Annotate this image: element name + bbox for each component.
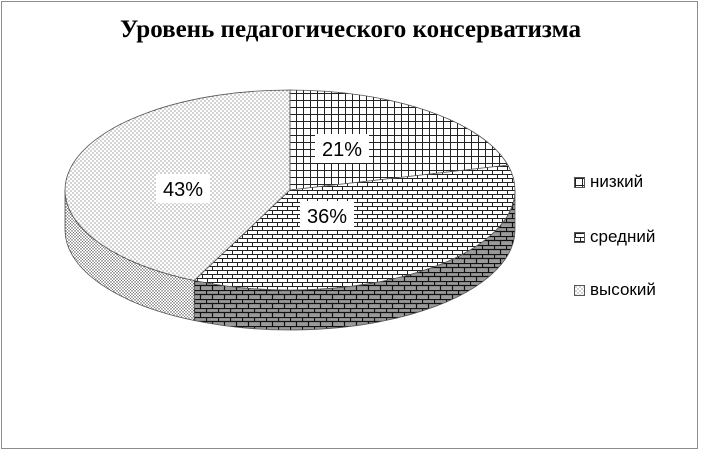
legend-item-low: низкий [574,172,643,192]
legend-item-medium: средний [574,227,655,247]
legend-swatch-brick [574,231,585,243]
chart-title: Уровень педагогического консерватизма [120,16,581,43]
slice-low [289,89,509,191]
slice-low-data-label: 21% [322,139,362,161]
slice-high-data-label: 43% [163,179,203,201]
slice-high-label-background [156,174,210,203]
legend-swatch-grid [574,176,585,188]
slice-low-label-background [315,134,369,163]
legend-swatch-dots [574,284,585,296]
slice-medium-label-background [300,201,354,230]
slice-medium-data-label: 36% [307,206,347,228]
slice-medium [193,164,516,291]
legend-label: средний [590,227,656,246]
legend-item-high: высокий [574,280,656,300]
legend-label: высокий [590,280,656,299]
legend-label: низкий [590,172,644,191]
